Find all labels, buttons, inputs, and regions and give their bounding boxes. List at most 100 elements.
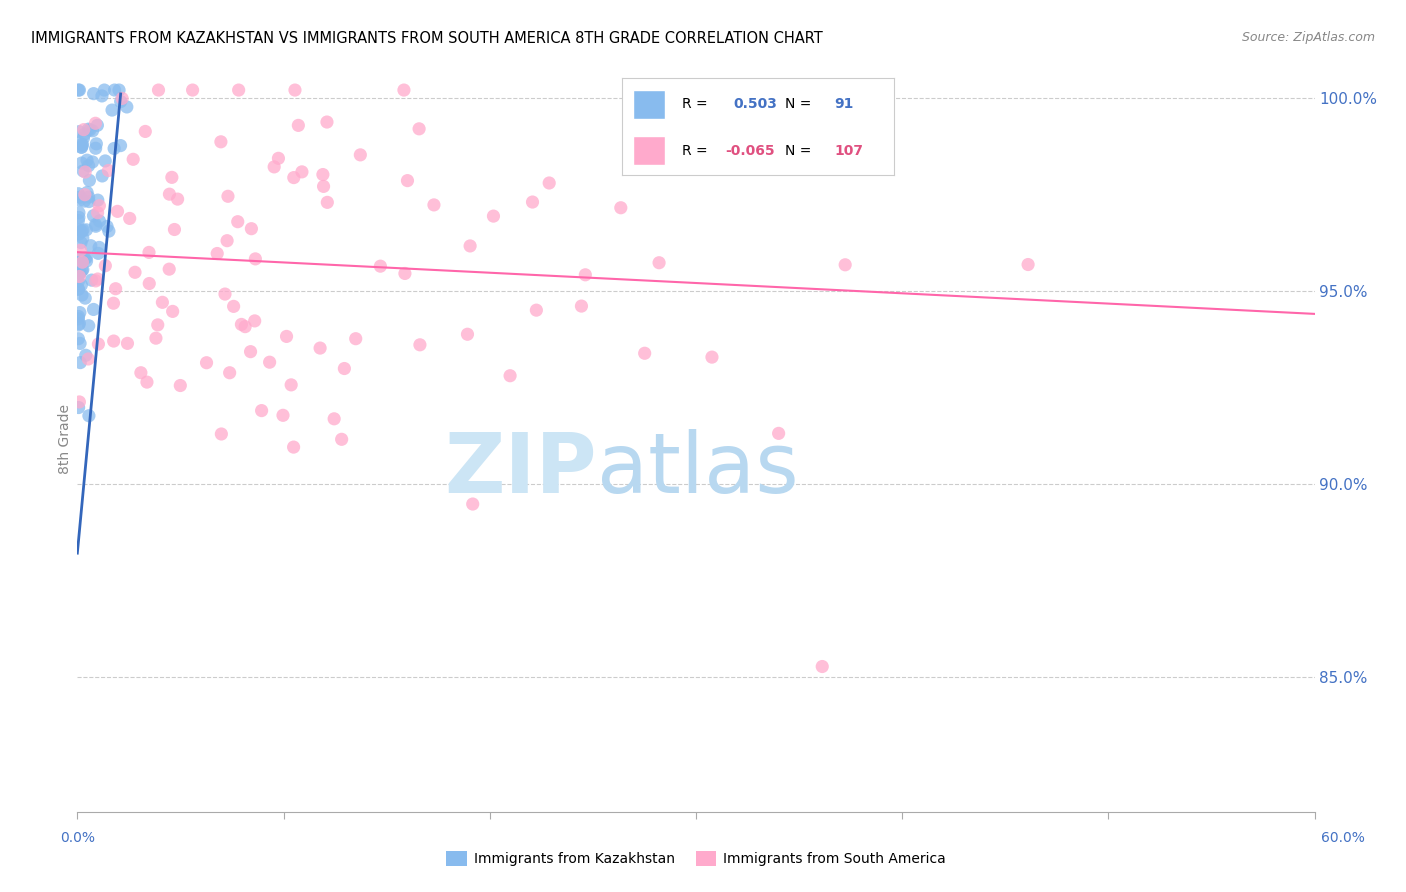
Point [72,255,94,269]
Point [226,215,249,229]
Point [67,252,90,267]
Point [370,259,392,273]
Point [69,190,91,204]
Point [217,234,239,248]
Point [75,223,97,237]
Point [124,265,146,279]
Point [456,327,478,342]
Point [458,239,481,253]
Point [89,214,111,228]
Point [163,222,186,236]
Point [349,148,371,162]
Point [239,344,262,359]
Point [97,224,120,238]
Point [86,118,108,132]
Point [110,138,132,153]
Text: 60.0%: 60.0% [1320,831,1365,846]
Point [72,131,94,145]
Point [72,262,94,277]
Point [209,135,232,149]
Point [316,195,339,210]
Point [195,356,218,370]
Point [118,211,141,226]
Point [312,168,335,182]
Point [72,231,94,245]
Point [394,267,416,281]
Point [217,189,239,203]
Point [69,267,91,281]
Point [205,246,228,260]
Point [90,89,112,103]
Text: 0.0%: 0.0% [60,831,94,846]
Point [67,211,90,225]
Point [522,195,544,210]
Point [86,205,108,219]
Point [834,258,856,272]
Point [93,83,115,97]
Point [69,265,91,279]
Point [69,243,91,257]
Point [231,318,253,332]
Point [250,403,273,417]
Point [214,287,236,301]
Point [240,221,263,235]
Point [284,83,307,97]
Text: ZIP: ZIP [444,428,598,509]
Point [87,337,110,351]
Point [72,164,94,178]
Point [79,173,101,187]
Y-axis label: 8th Grade: 8th Grade [58,404,72,475]
Point [70,137,93,152]
Point [323,412,346,426]
Point [69,223,91,237]
Point [122,153,145,167]
Point [72,138,94,153]
Point [524,303,547,318]
Point [67,311,90,326]
Point [157,187,180,202]
Point [538,176,561,190]
Point [101,103,124,117]
Point [67,317,90,331]
Point [104,282,127,296]
Point [309,341,332,355]
Point [461,497,484,511]
Point [87,193,110,207]
Point [283,440,305,454]
Point [145,331,167,345]
Point [222,299,245,313]
Point [69,356,91,370]
Point [67,83,90,97]
Point [1017,258,1039,272]
Point [67,282,90,296]
Point [67,318,90,332]
Point [84,274,107,288]
Point [267,151,290,165]
Point [129,366,152,380]
Point [312,179,335,194]
Point [77,194,100,209]
Point [648,256,671,270]
Legend: Immigrants from Kazakhstan, Immigrants from South America: Immigrants from Kazakhstan, Immigrants f… [440,846,952,871]
Point [228,83,250,97]
Point [77,409,100,423]
Point [83,302,105,317]
Point [134,124,156,138]
Point [316,115,339,129]
Point [91,169,114,183]
Point [67,213,90,227]
Point [749,83,772,97]
Point [77,351,100,366]
Point [138,277,160,291]
Point [75,165,97,179]
Point [330,433,353,447]
Point [136,375,159,389]
Point [73,252,96,266]
Point [610,201,633,215]
Point [110,95,132,109]
Point [811,659,834,673]
Point [571,299,593,313]
Point [73,194,96,208]
Point [97,163,120,178]
Point [67,395,90,409]
